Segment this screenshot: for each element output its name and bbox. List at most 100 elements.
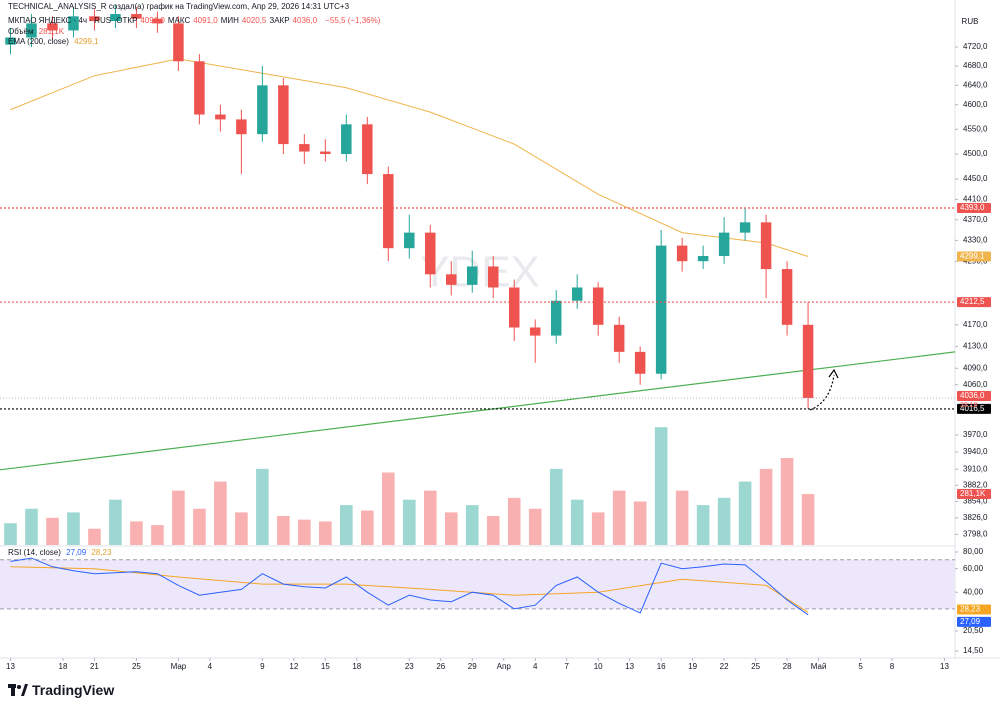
volume-bar	[444, 512, 458, 545]
volume-bar	[235, 512, 248, 545]
x-tick-label: 12	[289, 662, 298, 671]
y-tick-label: 4720,0	[963, 42, 988, 51]
volume-bar	[465, 505, 479, 545]
volume-bar	[67, 512, 80, 545]
candle-body	[592, 287, 604, 325]
symbol-title: МКПАО ЯНДЕКС · 4ч · RUS	[8, 16, 112, 25]
countdown: 28:18	[960, 402, 978, 409]
y-tick-label: 4370,0	[963, 215, 988, 224]
y-tick-label: 4330,0	[963, 236, 988, 245]
candle-body	[655, 245, 667, 374]
candle-body	[152, 18, 163, 24]
volume-bar	[298, 519, 311, 545]
candle-body	[110, 14, 121, 22]
ohlc-label: МИН	[220, 16, 239, 25]
candle-body	[404, 232, 415, 249]
candle-body	[341, 124, 352, 155]
candle-body	[697, 255, 709, 262]
x-tick-label: 13	[6, 662, 15, 671]
rsi-tick-label: 14,50	[963, 646, 984, 655]
legend-ema: EMA (200, close) 4299,1	[8, 37, 102, 47]
ohlc-value: 4036,0	[292, 16, 318, 25]
y-tick-label: 4600,0	[963, 100, 988, 109]
rsi-last: 27,09	[66, 548, 87, 557]
volume-bar	[507, 497, 521, 545]
footer-logo: TradingView	[8, 682, 114, 698]
x-tick-label: 23	[405, 662, 414, 671]
volume-bar	[214, 481, 227, 545]
candle-body	[487, 266, 499, 288]
volume-bar	[717, 497, 731, 545]
ema-label: 4299,1	[960, 252, 985, 261]
level-label: 4212,5	[960, 297, 985, 306]
candle-body	[68, 16, 79, 31]
volume-bar	[46, 517, 59, 545]
candle-body	[47, 23, 58, 31]
arrow-head	[828, 368, 839, 379]
volume-bar	[109, 499, 122, 545]
watermark: YDEX	[420, 248, 540, 297]
x-tick-label: 10	[594, 662, 603, 671]
volume-bar	[696, 505, 710, 545]
x-tick-label: 25	[751, 662, 760, 671]
volume-bar	[130, 521, 143, 545]
ohlc-label: МАКС	[167, 16, 191, 25]
change: −55,5 (−1,36%)	[325, 16, 381, 25]
volume-bar	[319, 521, 332, 545]
level-label: 4393,0	[960, 203, 985, 212]
rsi-ma-line	[10, 566, 809, 613]
x-tick-label: 8	[890, 662, 895, 671]
level-label: 4016,5	[960, 404, 985, 413]
x-tick-label: 4	[208, 662, 213, 671]
y-tick-label: 4640,0	[963, 80, 988, 89]
y-tick-label: 3970,0	[963, 430, 988, 439]
volume-bar	[486, 516, 500, 545]
candle-body	[529, 327, 541, 336]
ohlc-label: ЗАКР	[269, 16, 290, 25]
ema-last: 4299,1	[74, 37, 99, 46]
rsi-name: RSI (14, close)	[8, 548, 61, 557]
last-price-label-bg	[957, 391, 991, 402]
volume-bar	[612, 490, 626, 545]
x-tick-label: Мар	[171, 662, 187, 671]
y-tick-label: 4550,0	[963, 124, 988, 133]
y-tick-label: 4090,0	[963, 363, 988, 372]
candle-body	[508, 287, 520, 328]
x-tick-label: Апр	[497, 662, 512, 671]
volume-bar	[738, 481, 752, 545]
volume-label-bg	[957, 489, 991, 500]
ema-line	[10, 58, 809, 257]
candle-body	[467, 266, 478, 285]
candle-body	[362, 124, 373, 175]
ohlc: ОТКР 4091,0 МАКС 4091,0 МИН 4020,5 ЗАКР 4036,0	[116, 16, 320, 25]
rsi-tick-label: 80,00	[963, 547, 984, 556]
candle-body	[446, 274, 457, 285]
volume-bar	[570, 499, 584, 545]
x-tick-label: 25	[132, 662, 141, 671]
volume-bar	[759, 468, 773, 545]
price-pane	[0, 4, 955, 545]
rsi-line	[10, 557, 809, 616]
candle-body	[781, 269, 793, 325]
x-tick-label: 21	[90, 662, 99, 671]
y-tick-label: 3826,0	[963, 513, 988, 522]
arrow	[809, 374, 835, 411]
ohlc-value: 4091,0	[193, 16, 218, 25]
level-label-bg	[957, 403, 991, 414]
candle-body	[739, 222, 751, 233]
volume-label: 281,1K	[960, 489, 986, 498]
volume-bar	[633, 501, 647, 545]
candle-body	[760, 222, 772, 270]
volume-bar	[4, 523, 17, 545]
ema-name: EMA (200, close)	[8, 37, 69, 46]
x-tick-label: 9	[260, 662, 265, 671]
logo-text: TradingView	[32, 682, 115, 698]
rsi-tick-label: 40,00	[963, 587, 984, 596]
volume-bar	[277, 516, 290, 545]
level-label-bg	[957, 203, 991, 214]
candle-body	[89, 16, 100, 22]
x-tick-label: 18	[352, 662, 361, 671]
currency: RUB	[962, 17, 979, 26]
